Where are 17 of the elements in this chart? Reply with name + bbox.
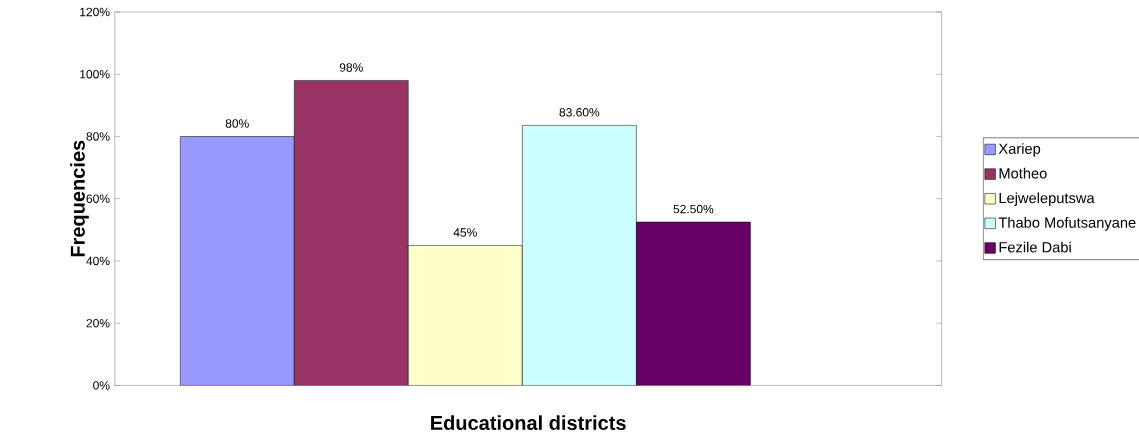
data-label: 52.50% <box>673 204 714 214</box>
data-label: 45% <box>453 228 477 237</box>
y-tick-label: 20% <box>86 318 110 328</box>
y-tick-label: 0% <box>93 381 110 390</box>
legend-label: Motheo <box>999 167 1047 179</box>
data-label: 98% <box>339 63 363 72</box>
y-tick-label: 40% <box>86 256 110 266</box>
legend-label: Lejweleputswa <box>999 192 1095 207</box>
y-tick-label: 120% <box>80 7 110 17</box>
legend-label: Fezile Dabi <box>999 241 1071 253</box>
legend-label: Xariep <box>998 143 1041 157</box>
y-tick-label: 80% <box>86 132 110 141</box>
data-label: 80% <box>225 119 249 128</box>
x-axis-title: Educational districts <box>431 415 626 430</box>
y-tick-label: 100% <box>80 69 110 79</box>
legend-label: Thabo Mofutsanyane <box>998 216 1136 231</box>
data-label: 83.60% <box>559 108 600 117</box>
